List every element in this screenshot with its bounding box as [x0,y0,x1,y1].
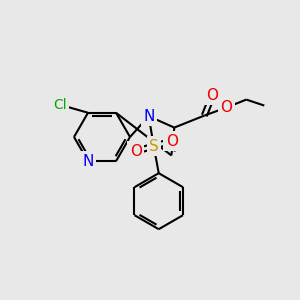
Text: O: O [130,144,142,159]
Text: O: O [166,134,178,149]
Text: S: S [149,139,159,154]
Text: O: O [220,100,232,115]
Text: O: O [206,88,218,103]
Text: N: N [143,109,154,124]
Text: Cl: Cl [53,98,67,112]
Text: N: N [82,154,94,169]
